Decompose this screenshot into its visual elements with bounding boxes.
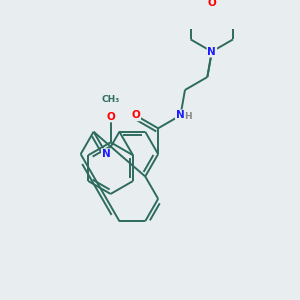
- Text: O: O: [131, 110, 140, 120]
- Bar: [101, 150, 112, 158]
- Text: H: H: [184, 112, 192, 121]
- Bar: [106, 112, 116, 121]
- Text: O: O: [207, 0, 216, 8]
- Bar: [176, 111, 185, 119]
- Text: CH₃: CH₃: [101, 95, 120, 104]
- Bar: [207, 0, 217, 7]
- Bar: [131, 111, 141, 119]
- Text: N: N: [176, 110, 185, 120]
- Text: O: O: [106, 112, 115, 122]
- Text: N: N: [102, 149, 111, 159]
- Text: N: N: [207, 46, 216, 57]
- Bar: [207, 48, 217, 56]
